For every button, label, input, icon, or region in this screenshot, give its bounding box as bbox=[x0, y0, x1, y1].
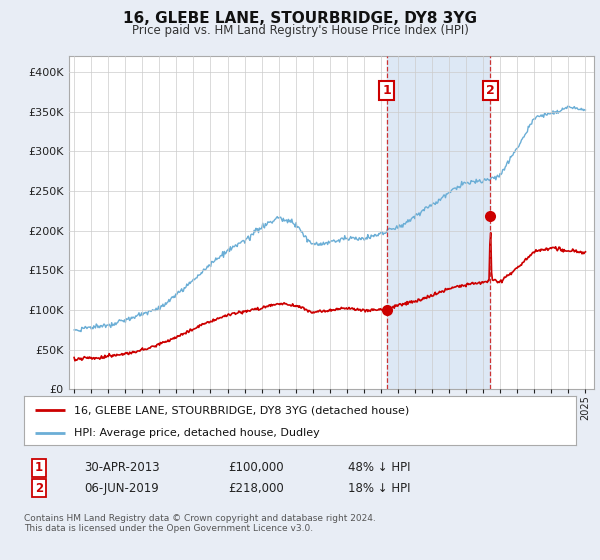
Text: HPI: Average price, detached house, Dudley: HPI: Average price, detached house, Dudl… bbox=[74, 428, 319, 438]
Text: 16, GLEBE LANE, STOURBRIDGE, DY8 3YG (detached house): 16, GLEBE LANE, STOURBRIDGE, DY8 3YG (de… bbox=[74, 405, 409, 415]
Text: 48% ↓ HPI: 48% ↓ HPI bbox=[348, 461, 410, 474]
Text: Price paid vs. HM Land Registry's House Price Index (HPI): Price paid vs. HM Land Registry's House … bbox=[131, 24, 469, 36]
Text: 1: 1 bbox=[382, 84, 391, 97]
Text: £100,000: £100,000 bbox=[228, 461, 284, 474]
Text: £218,000: £218,000 bbox=[228, 482, 284, 495]
Text: 30-APR-2013: 30-APR-2013 bbox=[84, 461, 160, 474]
Bar bbox=[386, 56, 490, 389]
Text: 2: 2 bbox=[486, 84, 495, 97]
Text: 16, GLEBE LANE, STOURBRIDGE, DY8 3YG: 16, GLEBE LANE, STOURBRIDGE, DY8 3YG bbox=[123, 11, 477, 26]
Text: 18% ↓ HPI: 18% ↓ HPI bbox=[348, 482, 410, 495]
Text: 1: 1 bbox=[35, 461, 43, 474]
Text: 2: 2 bbox=[35, 482, 43, 495]
Text: 06-JUN-2019: 06-JUN-2019 bbox=[84, 482, 159, 495]
Text: Contains HM Land Registry data © Crown copyright and database right 2024.
This d: Contains HM Land Registry data © Crown c… bbox=[24, 514, 376, 534]
